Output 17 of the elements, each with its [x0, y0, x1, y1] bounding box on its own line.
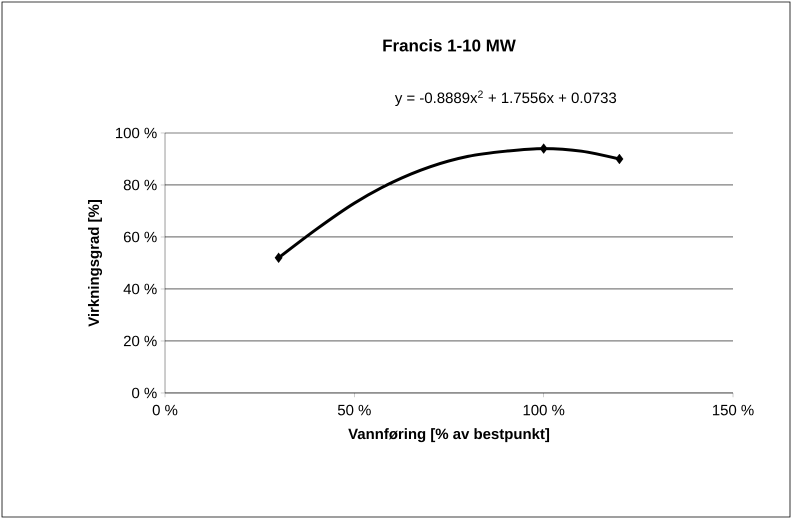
- x-tick-label: 0 %: [152, 404, 178, 416]
- y-tick-label: 0 %: [132, 388, 157, 398]
- x-axis-title: Vannføring [% av bestpunkt]: [348, 428, 550, 442]
- point: [540, 143, 548, 154]
- point: [274, 252, 283, 263]
- y-tick-label: 60 %: [124, 232, 157, 242]
- chart-title: Francis 1-10 MW: [383, 39, 516, 52]
- y-tick-label: 80 %: [124, 180, 157, 190]
- x-tick-label: 100 %: [524, 404, 564, 416]
- y-axis-title: Virkningsgrad [%]: [88, 200, 102, 327]
- text: y = -0.8889x$^{2}$ + 1.7556x + 0.0733: [394, 90, 616, 106]
- x-tick-label: 150 %: [712, 404, 754, 416]
- point: [615, 154, 624, 164]
- y-tick-label: 40 %: [124, 284, 157, 294]
- x-tick-label: 50 %: [338, 404, 371, 416]
- y-tick-label: 20 %: [124, 336, 157, 346]
- y-tick-label: 100 %: [116, 128, 157, 138]
